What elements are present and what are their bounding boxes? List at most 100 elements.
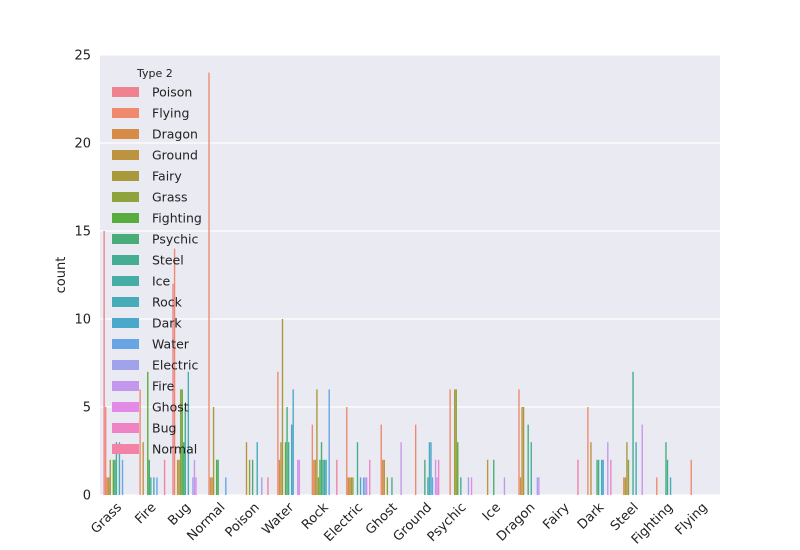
legend-swatch [112,444,139,454]
bar [108,477,110,495]
bar [104,407,107,495]
bar [320,442,323,495]
bar [527,424,529,495]
bar [248,459,251,495]
bar [449,389,451,495]
bar [179,389,182,495]
bar [328,389,330,495]
bar [632,371,634,495]
bar [297,459,299,495]
bar [460,477,462,495]
bar [208,72,210,495]
bar [298,459,301,495]
legend-entry: Flying [152,106,189,121]
bar [350,477,353,495]
bar [323,459,326,495]
bar [319,459,321,495]
bar [349,477,351,495]
bar [176,459,179,495]
bar [610,459,612,495]
bar [316,389,318,495]
y-ticks: 0 5 10 15 20 25 [74,49,91,504]
x-tick-label: Fairy [540,500,573,533]
bar [666,459,669,495]
bar [436,477,438,495]
bar [380,424,382,495]
bar [287,442,290,495]
legend-swatch [112,423,139,433]
bar [183,442,185,495]
bar [153,477,155,495]
bar [470,477,473,495]
legend-swatch [112,360,139,370]
legend-swatch [112,150,139,160]
bar [347,477,349,495]
x-tick-label: Dark [575,500,608,533]
legend: Type 2 Poison Flying Dragon Ground Fairy Gras… [112,67,202,457]
bar [280,442,282,495]
bar [192,477,194,495]
bar [400,442,402,495]
y-tick-label: 0 [83,489,91,504]
bar [163,459,166,495]
bar [178,459,180,495]
x-tick-label: Poison [223,500,263,540]
bar [365,477,368,495]
bar [173,248,176,495]
legend-entry: Dragon [152,127,198,142]
bar [278,459,281,495]
legend-title: Type 2 [136,67,173,80]
legend-swatch [112,276,139,286]
grid [100,54,720,496]
bar [217,459,219,495]
x-tick-label: Flying [672,500,710,538]
legend-swatch [112,255,139,265]
bar [624,477,627,495]
bar [596,459,598,495]
bar [212,407,215,495]
bar [336,459,338,495]
legend-entry: Dark [152,316,182,331]
bar [518,389,520,495]
bar [106,477,108,495]
bar [195,477,197,495]
bar [607,442,609,495]
bar [109,459,111,495]
bar [455,389,457,495]
bar [641,424,643,495]
bar [284,442,287,495]
bar [215,459,218,495]
bar [424,459,426,495]
x-tick-label: Ice [480,500,504,524]
bar [261,477,263,495]
bar [656,477,658,495]
legend-swatch [112,339,139,349]
legend-entry: Fairy [152,169,182,184]
bar [431,477,434,495]
legend-swatch [112,234,139,244]
legend-entry: Bug [152,421,176,436]
bar [148,459,150,495]
bar [437,459,440,495]
bar [635,442,637,495]
x-tick-label: Electric [321,500,366,545]
bar [538,477,540,495]
bar [690,459,692,495]
legend-entry: Ghost [152,400,189,415]
bar [322,459,324,495]
bar [623,477,625,495]
bar [369,459,371,495]
bar [414,424,417,495]
bar [225,477,227,495]
legend-swatch [112,297,139,307]
legend-entry: Psychic [152,232,198,247]
bar [428,442,431,495]
bar [467,477,470,495]
bar [627,459,630,495]
bar [665,442,667,495]
y-tick-label: 20 [74,137,91,152]
legend-entry: Ground [152,148,198,163]
legend-entry: Fire [152,379,175,394]
bar [362,477,365,495]
